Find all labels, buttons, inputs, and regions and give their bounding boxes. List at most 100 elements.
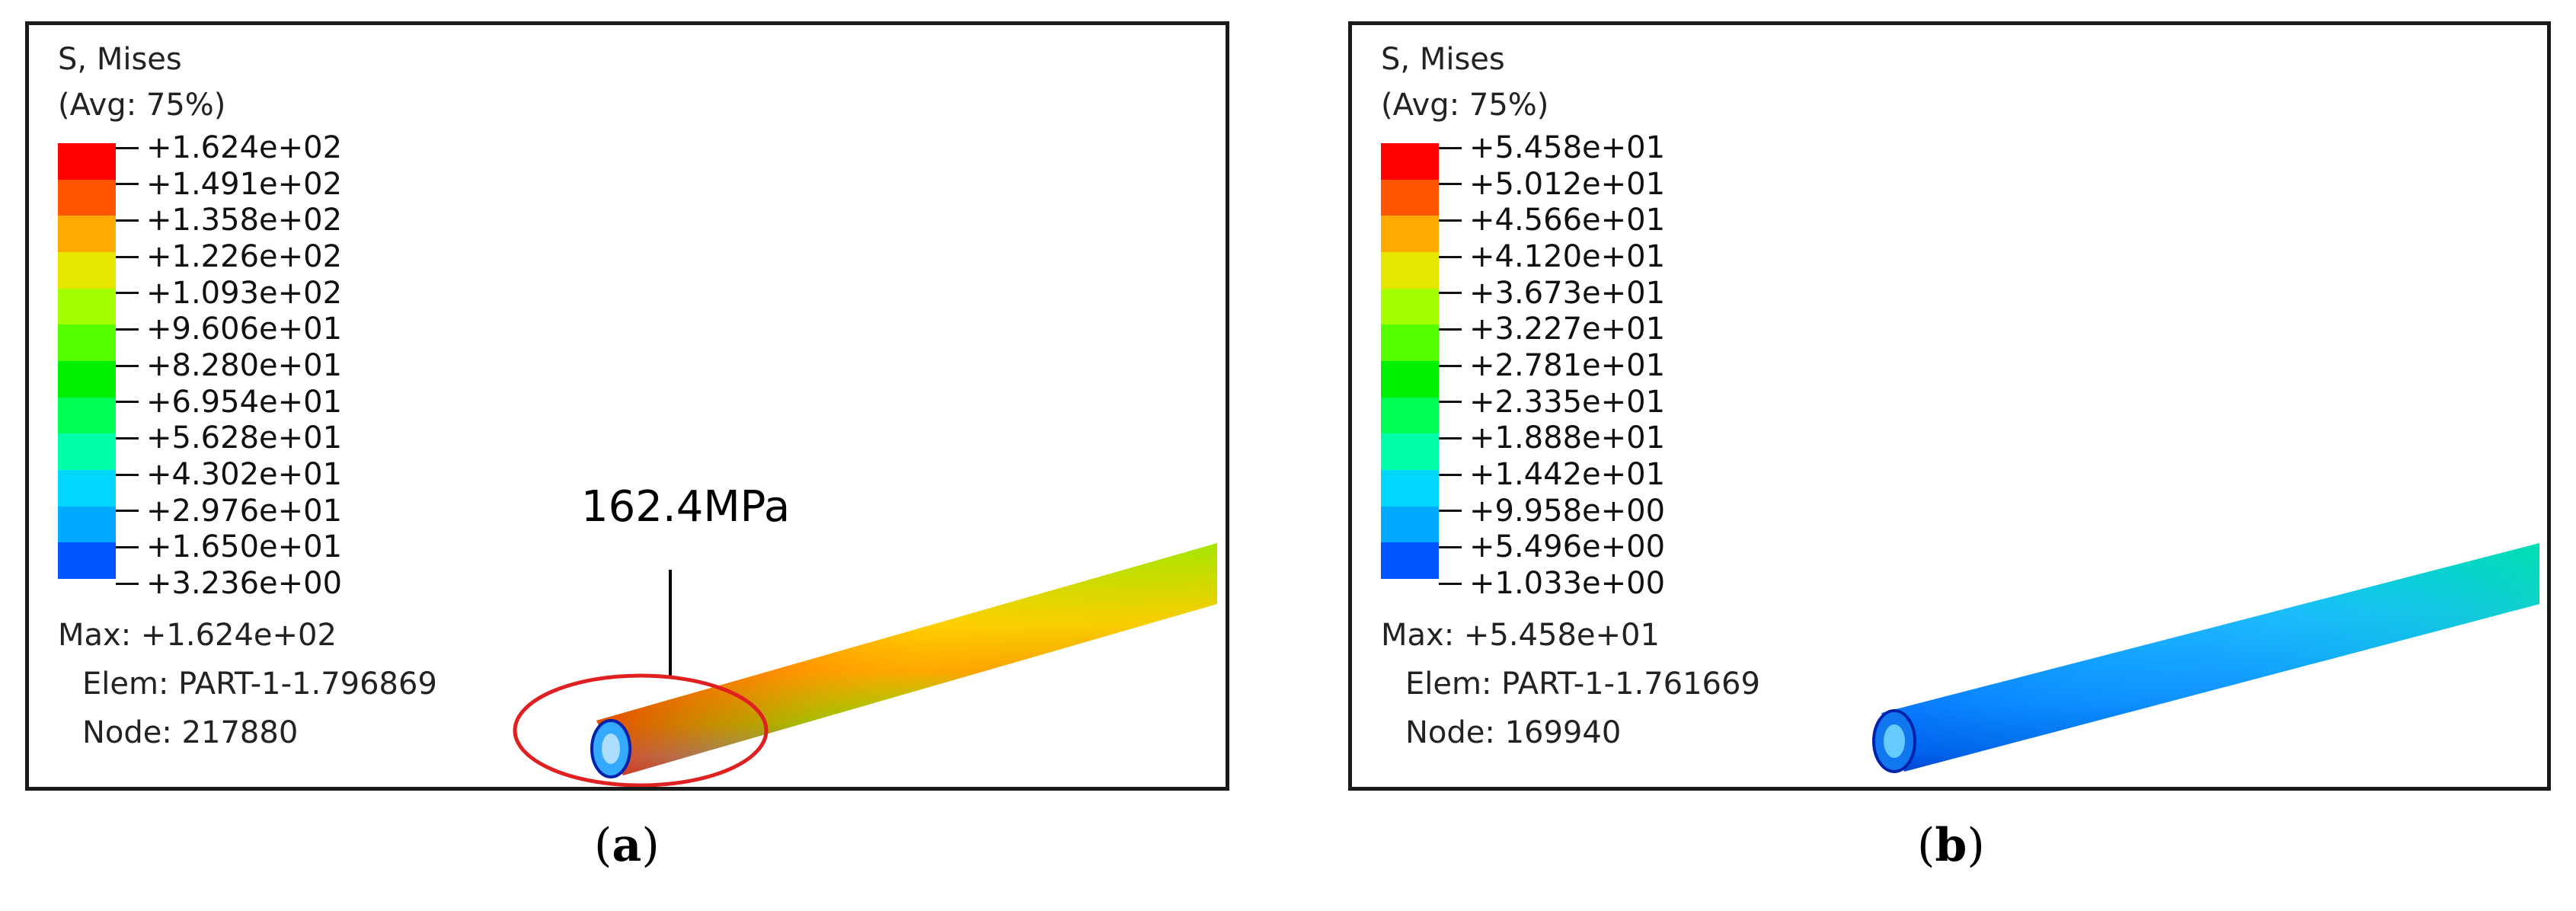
tick-mark: [116, 510, 139, 513]
tick-value: +6.954e+01: [146, 384, 343, 420]
tick-mark: [1439, 545, 1462, 548]
tick-mark: [116, 436, 139, 440]
tick-value: +1.093e+02: [146, 275, 343, 311]
max-value-text: Max: +5.458e+01: [1381, 618, 1660, 653]
legend-subtitle: (Avg: 75%): [1381, 88, 1549, 123]
color-legend-bar: [58, 143, 116, 580]
tick-value: +4.120e+01: [1469, 239, 1666, 274]
tick-value: +1.358e+02: [146, 203, 343, 238]
legend-swatch: [58, 361, 116, 398]
tick-mark: [1439, 364, 1462, 367]
legend-title: S, Mises: [58, 42, 182, 77]
tick-value: +1.226e+02: [146, 239, 343, 274]
stress-model-b: [1872, 543, 2539, 773]
tick-mark: [116, 401, 139, 404]
tick-value: +1.624e+02: [146, 130, 343, 165]
legend-swatch: [1381, 324, 1439, 362]
legend-swatch: [58, 542, 116, 580]
legend-tick-label: +9.606e+01: [116, 311, 342, 347]
tick-value: +1.442e+01: [1469, 457, 1666, 492]
legend-swatch: [1381, 542, 1439, 580]
contour-panel-a: S, Mises (Avg: 75%) +1.624e+02 +1.491e+02…: [25, 21, 1229, 791]
legend-swatch: [58, 216, 116, 253]
legend-tick-label: +4.302e+01: [116, 456, 342, 493]
node-text: Node: 169940: [1405, 715, 1622, 750]
tick-value: +3.227e+01: [1469, 312, 1666, 347]
legend-swatch: [58, 179, 116, 216]
legend-swatch: [1381, 179, 1439, 216]
legend-tick-label: +3.673e+01: [1439, 275, 1665, 312]
legend-swatch: [1381, 288, 1439, 325]
legend-swatch: [58, 397, 116, 434]
contour-panel-b: S, Mises (Avg: 75%) +5.458e+01 +5.012e+01…: [1348, 21, 2551, 791]
tick-mark: [116, 328, 139, 331]
tick-value: +2.335e+01: [1469, 384, 1666, 420]
tick-value: +5.458e+01: [1469, 130, 1666, 165]
legend-tick-label: +5.458e+01: [1439, 129, 1665, 166]
legend-tick-label: +1.491e+02: [116, 166, 342, 203]
legend-swatch: [58, 506, 116, 543]
tick-value: +8.280e+01: [146, 348, 343, 383]
legend-swatch: [1381, 143, 1439, 180]
tick-mark: [116, 255, 139, 258]
max-stress-annotation: 162.4MPa: [581, 482, 791, 532]
tick-value: +3.236e+00: [146, 566, 343, 601]
legend-tick-label: +1.650e+01: [116, 529, 342, 565]
legend-swatch: [58, 324, 116, 362]
tick-mark: [1439, 328, 1462, 331]
legend-tick-label: +1.226e+02: [116, 238, 342, 275]
max-value-text: Max: +1.624e+02: [58, 618, 337, 653]
node-text: Node: 217880: [82, 715, 299, 750]
legend-tick-label: +3.227e+01: [1439, 311, 1665, 347]
tick-mark: [1439, 255, 1462, 258]
legend-swatch: [1381, 361, 1439, 398]
caption-a: (a): [594, 819, 660, 872]
legend-tick-label: +5.012e+01: [1439, 166, 1665, 203]
legend-tick-label: +1.624e+02: [116, 129, 342, 166]
legend-swatch: [1381, 397, 1439, 434]
tick-mark: [116, 292, 139, 295]
tube-bore: [602, 734, 620, 764]
legend-tick-label: +6.954e+01: [116, 384, 342, 420]
tick-value: +2.976e+01: [146, 493, 343, 529]
legend-swatch: [1381, 433, 1439, 471]
legend-tick-label: +2.781e+01: [1439, 347, 1665, 384]
tick-mark: [1439, 401, 1462, 404]
tick-mark: [116, 146, 139, 149]
legend-tick-label: +3.236e+00: [116, 565, 342, 602]
elem-text: Elem: PART-1-1.761669: [1405, 666, 1760, 702]
tube-hotspot: [596, 543, 1217, 775]
tick-value: +5.012e+01: [1469, 166, 1666, 202]
tick-value: +3.673e+01: [1469, 275, 1666, 311]
legend-tick-label: +8.280e+01: [116, 347, 342, 384]
tick-value: +4.302e+01: [146, 457, 343, 492]
legend-tick-label: +4.120e+01: [1439, 238, 1665, 275]
tick-value: +1.888e+01: [1469, 420, 1666, 456]
tick-mark: [116, 219, 139, 222]
tick-value: +1.491e+02: [146, 166, 343, 202]
legend-tick-label: +2.976e+01: [116, 493, 342, 529]
tick-mark: [1439, 183, 1462, 186]
tick-mark: [1439, 219, 1462, 222]
tick-mark: [1439, 292, 1462, 295]
tick-mark: [116, 582, 139, 585]
tick-mark: [1439, 510, 1462, 513]
tick-value: +1.033e+00: [1469, 566, 1666, 601]
legend-swatch: [58, 470, 116, 507]
tick-mark: [1439, 582, 1462, 585]
legend-tick-label: +9.958e+00: [1439, 493, 1665, 529]
tick-value: +2.781e+01: [1469, 348, 1666, 383]
tick-value: +5.496e+00: [1469, 529, 1666, 565]
tube-shade: [1881, 543, 2539, 772]
legend-swatch: [1381, 252, 1439, 289]
stress-model-a: [513, 543, 1217, 787]
elem-text: Elem: PART-1-1.796869: [82, 666, 437, 702]
color-legend-bar: [1381, 143, 1439, 580]
tick-value: +1.650e+01: [146, 529, 343, 565]
tube-bore: [1884, 724, 1905, 758]
tick-value: +9.606e+01: [146, 312, 343, 347]
legend-subtitle: (Avg: 75%): [58, 88, 226, 123]
legend-tick-label: +1.033e+00: [1439, 565, 1665, 602]
legend-swatch: [1381, 506, 1439, 543]
legend-tick-label: +5.496e+00: [1439, 529, 1665, 565]
